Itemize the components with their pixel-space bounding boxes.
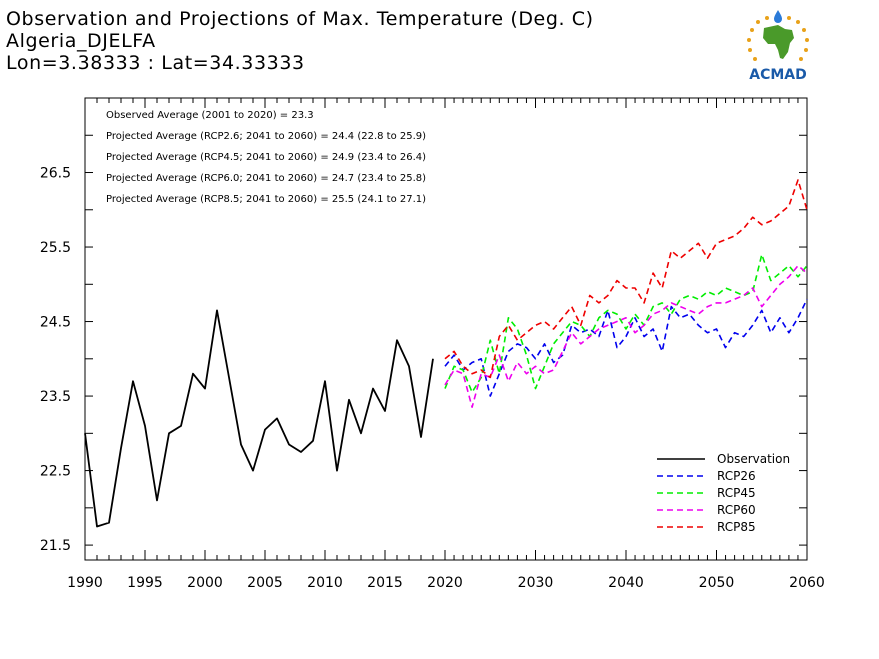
x-tick-label: 2010 — [307, 575, 343, 591]
title-block: Observation and Projections of Max. Temp… — [6, 8, 594, 74]
series-line-rcp60 — [444, 264, 808, 409]
x-tick-label: 2060 — [789, 575, 825, 591]
annotation-text: Observed Average (2001 to 2020) = 23.3 — [106, 110, 314, 121]
x-tick-label: 1995 — [127, 575, 163, 591]
legend-label: RCP85 — [717, 520, 756, 534]
x-tick-label: 2030 — [518, 575, 554, 591]
x-tick-label: 2020 — [427, 575, 463, 591]
y-tick-label: 26.5 — [40, 166, 71, 182]
x-tick-label: 2005 — [247, 575, 283, 591]
legend-label: RCP60 — [717, 503, 756, 517]
series-lines — [84, 179, 808, 528]
annotation-text: Projected Average (RCP2.6; 2041 to 2060)… — [106, 131, 426, 142]
plot-frame — [84, 97, 808, 561]
series-line-observation — [84, 309, 434, 528]
annotation-text: Projected Average (RCP6.0; 2041 to 2060)… — [106, 173, 426, 184]
logo-stars — [747, 16, 809, 61]
y-tick-label: 22.5 — [40, 464, 71, 480]
legend-label: RCP45 — [717, 486, 756, 500]
x-tick-label: 2050 — [699, 575, 735, 591]
y-tick-label: 24.5 — [40, 315, 71, 331]
x-axis: 1990 1995 2000 2005 2010 2015 2020 2030 2040 2050… — [67, 98, 825, 591]
legend-label: Observation — [717, 452, 790, 466]
series-line-rcp45 — [444, 253, 808, 394]
logo-text: ACMAD — [749, 67, 807, 83]
water-drop-icon — [774, 10, 782, 23]
y-tick-label: 25.5 — [40, 240, 71, 256]
location-name: Algeria_DJELFA — [6, 30, 156, 52]
x-tick-label: 2040 — [608, 575, 644, 591]
annotation-text: Projected Average (RCP8.5; 2041 to 2060)… — [106, 194, 426, 205]
acmad-logo: ACMAD — [747, 10, 809, 83]
legend-label: RCP26 — [717, 469, 756, 483]
series-line-rcp26 — [444, 298, 808, 397]
coordinates: Lon=3.38333 : Lat=34.33333 — [6, 52, 305, 74]
y-tick-label: 21.5 — [40, 538, 71, 554]
legend: Observation RCP26 RCP45 RCP60 RCP85 — [657, 452, 790, 534]
chart-title: Observation and Projections of Max. Temp… — [6, 8, 594, 30]
annotation-text: Projected Average (RCP4.5; 2041 to 2060)… — [106, 152, 426, 163]
x-tick-label: 1990 — [67, 575, 103, 591]
series-line-rcp85 — [444, 179, 808, 379]
annotations: Observed Average (2001 to 2020) = 23.3 Pr… — [106, 110, 426, 205]
y-tick-label: 23.5 — [40, 389, 71, 405]
y-axis: 21.5 22.5 23.5 24.5 25.5 26.5 — [40, 134, 807, 554]
x-tick-label: 2000 — [187, 575, 223, 591]
africa-map-icon — [763, 25, 794, 59]
x-tick-label: 2015 — [367, 575, 403, 591]
